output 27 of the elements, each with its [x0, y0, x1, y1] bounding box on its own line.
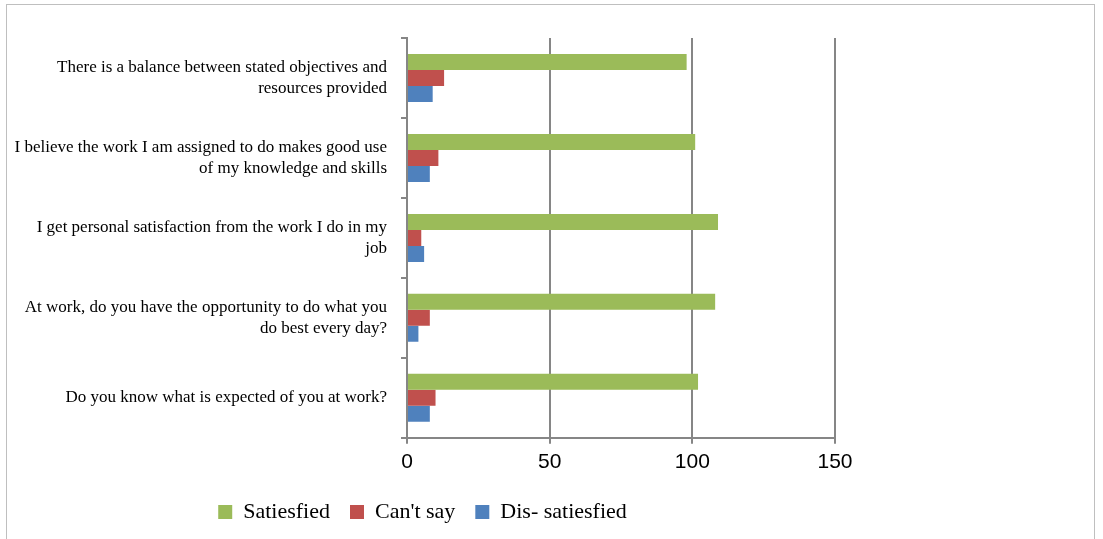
bar: [408, 53, 687, 70]
x-tick-label: 100: [674, 449, 710, 473]
bar: [408, 149, 439, 166]
y-tick-label: There is a balance between stated objectives and resources provided: [57, 56, 388, 98]
bar: [408, 133, 696, 150]
bar: [408, 293, 716, 310]
bar: [408, 69, 445, 86]
bar: [408, 389, 436, 406]
legend-label: Satiesfied: [243, 497, 330, 523]
bar: [408, 229, 422, 246]
x-tick-label: 150: [817, 449, 853, 473]
bar: [408, 373, 699, 390]
bar: [408, 213, 719, 230]
y-tick-label: I believe the work I am assigned to do makes good use of my knowledge and skills: [14, 136, 387, 178]
x-tick-label: 50: [537, 449, 562, 473]
bar: [408, 309, 430, 326]
legend-label: Dis- satiesfied: [500, 497, 627, 523]
bar: [408, 165, 430, 182]
y-tick-label: Do you know what is expected of you at work?: [65, 387, 387, 407]
y-tick-label: At work, do you have the opportunity to do what you do best every day?: [24, 296, 388, 337]
y-tick-label: I get personal satisfaction from the work I do in my job: [36, 216, 388, 257]
bar: [408, 405, 430, 422]
x-tick-label: 0: [401, 449, 413, 473]
bar: [408, 85, 433, 102]
legend-label: Can't say: [374, 497, 456, 523]
bar: [408, 245, 425, 262]
bar: [408, 325, 419, 342]
